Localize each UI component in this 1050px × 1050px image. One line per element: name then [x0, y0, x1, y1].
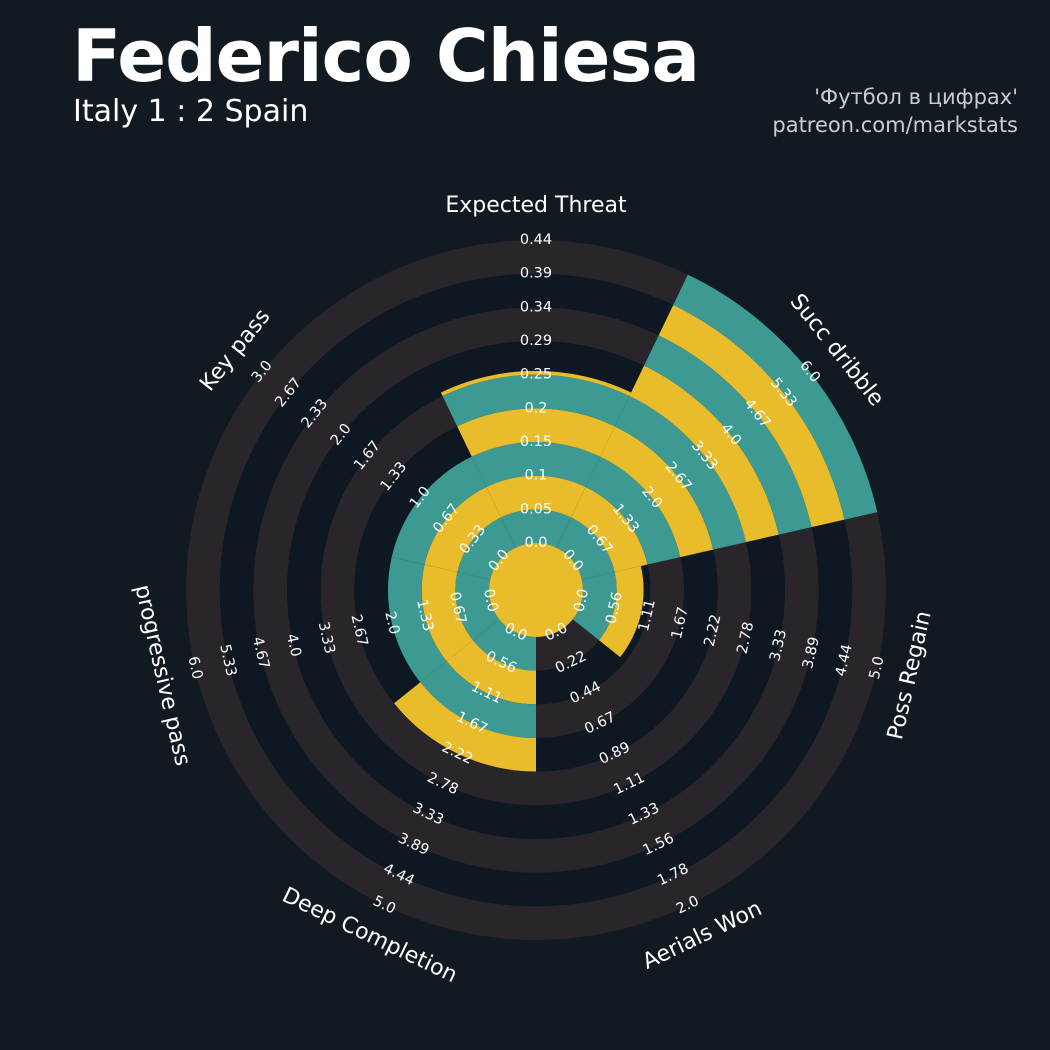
value-slice: [391, 456, 516, 580]
value-slice-band: [424, 486, 501, 573]
value-slice-band: [572, 572, 617, 641]
value-slice-band: [387, 557, 447, 683]
axis-tick-label: 3.33: [315, 620, 338, 655]
axis-name-label: Expected Threat: [445, 193, 627, 218]
axis-tick-label: 2.0: [381, 610, 402, 636]
center-value-disc: [489, 543, 583, 637]
value-slice-band: [421, 564, 473, 662]
axis-tick-label: 2.78: [735, 620, 758, 655]
value-slice-band: [486, 475, 586, 518]
chart-header: Federico Chiesa Italy 1 : 2 Spain 'Футбо…: [0, 0, 1050, 150]
value-slice-band: [614, 395, 746, 550]
axis-name-label: progressive pass: [129, 582, 195, 768]
value-slice-band: [420, 661, 537, 738]
axis-tick-label: 1.67: [669, 605, 692, 640]
value-slice-band: [556, 517, 615, 580]
value-slice-band: [455, 572, 500, 641]
value-slice-band: [394, 682, 537, 772]
value-slice-band: [629, 365, 779, 543]
axis-tick-label: 3.89: [800, 635, 823, 670]
page-title: Federico Chiesa: [72, 14, 700, 98]
value-slice: [556, 274, 878, 580]
value-slice-band: [673, 274, 878, 520]
value-slice: [394, 619, 537, 772]
value-slice-band: [571, 486, 648, 573]
axis-tick-label: 4.67: [249, 635, 272, 670]
value-slice: [572, 566, 644, 658]
axis-tick-label: 0.0: [524, 535, 547, 551]
credit-block: 'Футбол в цифрах' patreon.com/markstats: [772, 84, 1018, 139]
axis-tick-label: 0.0: [480, 587, 501, 613]
credit-line-1: 'Футбол в цифрах': [814, 85, 1018, 109]
credit-line-2: patreon.com/markstats: [772, 112, 1018, 137]
radar-chart: 0.0 0.05 0.1 0.15 0.2 0.25 0.29 0.34 0.39 0.44 0.0…: [0, 140, 1050, 1050]
axis-tick-label: 0.56: [603, 590, 626, 625]
value-slice-band: [457, 408, 615, 457]
value-slices-layer: [387, 274, 878, 772]
value-slice-band: [457, 517, 516, 580]
axis-tick-label: 4.0: [283, 632, 304, 658]
value-slice: [440, 370, 632, 548]
axis-tick-label: 1.33: [413, 598, 436, 633]
axis-tick-label: 2.22: [702, 613, 725, 648]
axis-tick-label: 0.25: [520, 367, 552, 383]
axis-tick-label: 0.1: [524, 468, 547, 484]
value-slice-band: [658, 304, 845, 528]
axis-tick-label: 0.0: [571, 587, 592, 613]
axis-tick-label: 3.33: [767, 628, 790, 663]
axis-tick-label: 0.44: [520, 232, 552, 248]
value-slice-band: [585, 456, 681, 565]
value-slice: [387, 557, 500, 683]
value-slice-band: [501, 509, 571, 548]
axis-tick-label: 4.44: [833, 643, 856, 678]
axis-name-label: Poss Regain: [883, 609, 937, 742]
value-slice-band: [471, 442, 601, 487]
value-slice-band: [440, 370, 632, 396]
value-slice-band: [442, 374, 630, 427]
axis-tick-label: 2.67: [347, 613, 370, 648]
value-slice-band: [472, 619, 537, 671]
axis-tick-label: 5.0: [867, 655, 888, 681]
axis-tick-label: 0.67: [446, 590, 469, 625]
axis-tick-label: 0.15: [520, 434, 552, 450]
axis-tick-label: 6.0: [184, 655, 205, 681]
value-slice-band: [644, 335, 812, 535]
axis-tick-label: 0.29: [520, 333, 552, 349]
match-subtitle: Italy 1 : 2 Spain: [73, 94, 309, 129]
axis-tick-label: 0.39: [520, 266, 552, 282]
value-slice-band: [391, 456, 487, 565]
axis-tick-label: 0.2: [524, 400, 547, 416]
value-slice-band: [599, 566, 644, 658]
value-slice-band: [446, 640, 537, 705]
value-slice-band: [600, 426, 714, 558]
axis-tick-label: 0.34: [520, 299, 552, 315]
axis-tick-label: 0.05: [520, 501, 552, 517]
axis-tick-label: 5.33: [216, 643, 239, 678]
axis-tick-label: 1.11: [636, 598, 659, 633]
radar-chart-svg: 0.0 0.05 0.1 0.15 0.2 0.25 0.29 0.34 0.39 0.44 0.0…: [129, 193, 937, 988]
